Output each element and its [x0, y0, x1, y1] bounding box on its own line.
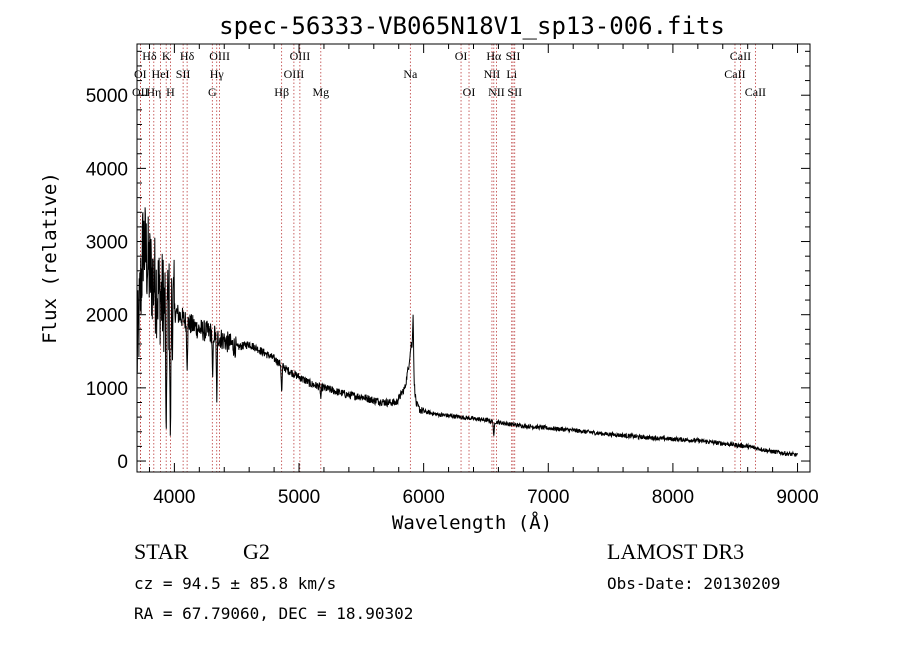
- reference-lines: [140, 44, 756, 472]
- reference-line-label: CaII: [724, 67, 745, 81]
- reference-line-label: Hβ: [274, 85, 289, 99]
- x-tick-label: 8000: [652, 487, 694, 508]
- x-axis-ticks: 4000 5000 6000 7000 8000 9000: [148, 44, 819, 508]
- reference-line-label: Mg: [312, 85, 329, 99]
- reference-line-label: Hγ: [210, 67, 225, 81]
- y-tick-label: 0: [117, 452, 128, 473]
- reference-line-label: Li: [506, 67, 517, 81]
- x-tick-label: 6000: [403, 487, 445, 508]
- spectrum-line: [136, 207, 798, 457]
- chart-title: spec-56333-VB065N18V1_sp13-006.fits: [219, 12, 725, 40]
- reference-line-label: SII: [176, 67, 191, 81]
- reference-line-label: Na: [403, 67, 418, 81]
- reference-line-label: CaII: [745, 85, 766, 99]
- reference-line-label: NII: [484, 67, 501, 81]
- reference-line-label: OI: [455, 49, 468, 63]
- observation-date: Obs-Date: 20130209: [607, 574, 780, 593]
- y-tick-label: 3000: [86, 233, 128, 254]
- y-tick-label: 2000: [86, 306, 128, 327]
- y-tick-label: 4000: [86, 159, 128, 180]
- velocity-readout: cz = 94.5 ± 85.8 km/s: [134, 574, 336, 593]
- reference-line-label: OIII: [209, 49, 230, 63]
- reference-line-label: NII: [488, 85, 505, 99]
- y-axis-label: Flux (relative): [39, 172, 61, 344]
- x-tick-label: 9000: [776, 487, 818, 508]
- y-tick-label: 1000: [86, 379, 128, 400]
- object-class: STAR: [134, 539, 189, 564]
- reference-line-label: HeI: [152, 67, 170, 81]
- reference-line-label: Hδ: [142, 49, 157, 63]
- x-tick-label: 7000: [527, 487, 569, 508]
- reference-line-label: OIII: [290, 49, 311, 63]
- plot-frame: [136, 43, 811, 473]
- reference-line-label: Hη: [146, 85, 161, 99]
- x-axis-label: Wavelength (Å): [392, 511, 552, 534]
- y-tick-label: 5000: [86, 86, 128, 107]
- reference-line-labels: Hδ K Hδ OIII OIII OI Hα SII CaII OI HeI SII Hγ OIII Na…: [132, 49, 766, 99]
- survey-name: LAMOST DR3: [607, 539, 744, 564]
- reference-line-label: H: [166, 85, 175, 99]
- reference-line-label: Hδ: [180, 49, 195, 63]
- object-subclass: G2: [243, 539, 270, 564]
- reference-line-label: Hα: [486, 49, 502, 63]
- reference-line-label: G: [208, 85, 217, 99]
- y-axis-ticks: 0 1000 2000 3000 4000 5000: [86, 50, 810, 473]
- reference-line-label: OIII: [284, 67, 305, 81]
- reference-line-label: OI: [463, 85, 476, 99]
- reference-line-label: OI: [134, 67, 147, 81]
- x-tick-label: 5000: [278, 487, 320, 508]
- reference-line-label: K: [162, 49, 171, 63]
- reference-line-label: CaII: [730, 49, 751, 63]
- reference-line-label: SII: [506, 49, 521, 63]
- reference-line-label: SII: [507, 85, 522, 99]
- x-tick-label: 4000: [153, 487, 195, 508]
- coordinates-readout: RA = 67.79060, DEC = 18.90302: [134, 604, 413, 623]
